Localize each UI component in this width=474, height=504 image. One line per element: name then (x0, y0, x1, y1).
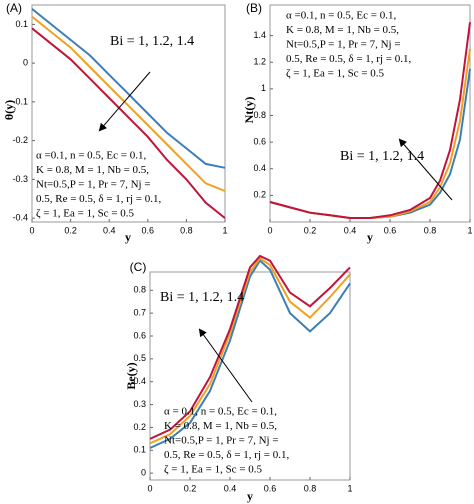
annotation: Bi = 1, 1.2, 1.4 (160, 290, 244, 305)
x-tick-label: 0.6 (142, 225, 155, 235)
series-line (149, 254, 351, 440)
y-tick-label: 0.2 (133, 422, 146, 432)
y-axis-title: Nt(y) (242, 97, 256, 124)
plot-frame (269, 4, 471, 223)
parameter-line: ζ = 1, Ea = 1, Sc = 0.5 (286, 68, 385, 80)
y-tick-label: -0.3 (12, 174, 28, 184)
x-axis-title: y (247, 489, 253, 503)
x-tick-label: 0.8 (180, 225, 193, 235)
x-tick-label: 1 (467, 225, 472, 235)
x-tick-label: 0.6 (384, 225, 397, 235)
x-tick-label: 0.2 (64, 225, 77, 235)
y-tick-label: 0.8 (133, 285, 146, 295)
y-tick-label: 0.4 (253, 163, 266, 173)
parameter-line: α =0.1, n = 0.5, Ec = 0.1, (286, 10, 396, 22)
series-line (149, 259, 351, 449)
y-tick-label: 1.4 (253, 30, 266, 40)
parameter-line: Nt=0.5,P = 1, Pr = 7, Nj = (286, 39, 401, 51)
y-tick-label: 0.1 (15, 19, 28, 29)
x-tick-label: 0 (29, 225, 34, 235)
parameter-line: K = 0.8, M = 1, Nb = 0.5, (286, 24, 399, 36)
parameter-line: 0.5, Re = 0.5, δ = 1, rj = 0.1, (164, 449, 289, 461)
series-line (31, 8, 226, 169)
x-tick-label: 0 (147, 483, 152, 493)
series-line (269, 68, 471, 219)
y-tick-label: -0.1 (12, 96, 28, 106)
x-tick-label: 0.8 (424, 225, 437, 235)
y-tick-label: 0 (141, 468, 146, 478)
y-tick-label: 0.6 (133, 330, 146, 340)
x-tick-label: 1 (222, 225, 227, 235)
arrow (398, 138, 453, 201)
y-tick-label: 0.4 (133, 376, 146, 386)
series-line (31, 27, 226, 219)
y-tick-label: 0.5 (133, 353, 146, 363)
y-tick-label: 0.7 (133, 308, 146, 318)
parameter-line: 0.5, Re = 0.5, δ = 1, rj = 0.1, (36, 193, 161, 205)
parameter-line: K = 0.8, M = 1, Nb = 0.5, (164, 420, 277, 432)
parameter-line: 0.5, Re = 0.5, δ = 1, rj = 0.1, (286, 53, 411, 65)
x-tick-label: 0.2 (304, 225, 317, 235)
parameter-line: α = 0.1, n = 0.5, Ec = 0.1, (164, 406, 277, 418)
annotation: Bi = 1, 1.2, 1.4 (340, 149, 424, 164)
x-tick-label: 0.4 (224, 483, 237, 493)
parameter-line: α =0.1, n = 0.5, Ec = 0.1, (36, 150, 146, 162)
parameter-line: K = 0.8, M = 1, Nb = 0.5, (36, 164, 149, 176)
y-tick-label: 0.1 (133, 445, 146, 455)
arrow (198, 328, 253, 403)
panel-label: (B) (246, 1, 262, 15)
panel-label: (C) (130, 260, 147, 274)
y-tick-label: 0 (23, 58, 28, 68)
annotation: Bi = 1, 1.2, 1.4 (110, 34, 194, 49)
x-tick-label: 0.2 (184, 483, 197, 493)
y-tick-label: -0.4 (12, 213, 28, 223)
series-line (149, 256, 351, 445)
y-axis-title: θ(y) (2, 100, 16, 120)
parameter-line: ζ = 1, Ea = 1, Sc = 0.5 (164, 464, 263, 476)
x-axis-title: y (367, 230, 373, 244)
x-tick-label: 0.6 (264, 483, 277, 493)
parameter-line: Nt=0.5,P = 1, Pr = 7, Nj = (164, 435, 279, 447)
y-tick-label: 1 (261, 83, 266, 93)
x-tick-label: 0 (267, 225, 272, 235)
y-tick-label: 0.8 (253, 110, 266, 120)
panel-label: (A) (6, 1, 22, 15)
y-tick-label: 0.2 (253, 190, 266, 200)
y-tick-label: 1.2 (253, 57, 266, 67)
parameter-line: ζ = 1, Ea = 1, Sc = 0.5 (36, 208, 135, 220)
x-tick-label: 0.4 (103, 225, 116, 235)
arrow (98, 71, 151, 132)
y-tick-label: 0.3 (133, 399, 146, 409)
x-axis-title: y (125, 230, 131, 244)
series-line (269, 22, 471, 219)
series-line (31, 15, 226, 192)
y-axis-title: Be(y) (124, 362, 138, 389)
y-tick-label: 0.6 (253, 136, 266, 146)
plot-frame (31, 4, 226, 223)
x-tick-label: 1 (347, 483, 352, 493)
parameter-line: Nt=0.5,P = 1, Pr = 7, Nj = (36, 179, 151, 191)
x-tick-label: 0.4 (344, 225, 357, 235)
x-tick-label: 0.8 (304, 483, 317, 493)
y-tick-label: -0.2 (12, 135, 28, 145)
